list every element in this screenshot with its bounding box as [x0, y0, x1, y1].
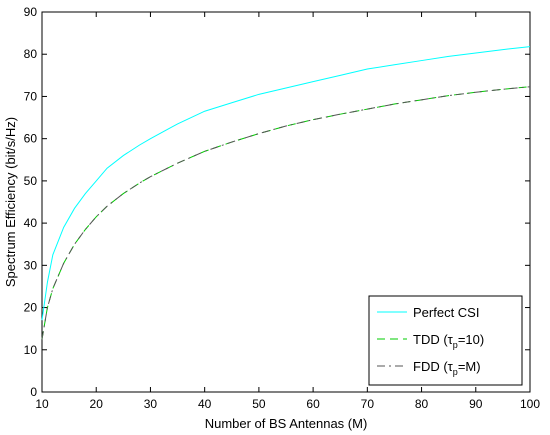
x-tick-label: 40 — [198, 397, 212, 411]
x-tick-label: 90 — [469, 397, 483, 411]
y-tick-label: 50 — [24, 174, 38, 188]
x-tick-label: 30 — [144, 397, 158, 411]
y-tick-label: 70 — [24, 89, 38, 103]
series-lines — [41, 46, 531, 340]
x-tick-label: 80 — [415, 397, 429, 411]
legend: Perfect CSI TDD (τp=10) FDD (τp=M) — [368, 295, 523, 386]
y-tick-label: 80 — [24, 47, 38, 61]
y-tick-label: 0 — [30, 385, 37, 399]
x-tick-label: 20 — [90, 397, 104, 411]
y-tick-label: 10 — [24, 343, 38, 357]
x-tick-label: 60 — [306, 397, 320, 411]
legend-label-2: FDD (τp=M) — [413, 359, 481, 377]
y-tick-label: 30 — [24, 258, 38, 272]
x-tick-label: 10 — [35, 397, 49, 411]
y-axis-title: Spectrum Efficiency (bit/s/Hz) — [3, 117, 18, 287]
x-axis-title: Number of BS Antennas (M) — [205, 416, 368, 431]
x-tick-label: 50 — [252, 397, 266, 411]
series-line-0 — [41, 46, 531, 321]
legend-label-1: TDD (τp=10) — [413, 332, 484, 350]
legend-box — [368, 295, 523, 386]
legend-label-0: Perfect CSI — [413, 305, 479, 320]
series-line-2 — [41, 86, 531, 340]
y-tick-label: 20 — [24, 301, 38, 315]
y-tick-label: 40 — [24, 216, 38, 230]
x-tick-label: 100 — [520, 397, 540, 411]
y-tick-label: 90 — [24, 5, 38, 19]
x-tick-label: 70 — [361, 397, 375, 411]
y-tick-label: 60 — [24, 132, 38, 146]
